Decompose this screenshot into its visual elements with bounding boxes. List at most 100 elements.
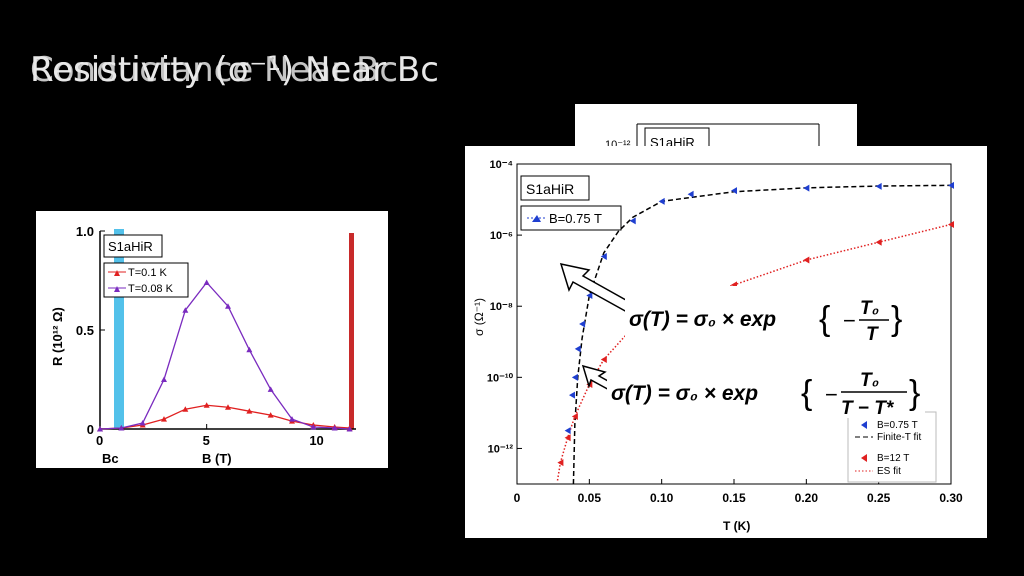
right-point-1 xyxy=(571,412,578,420)
right-point-0 xyxy=(564,427,571,435)
left-point-1 xyxy=(225,303,231,309)
formula1-minus: − xyxy=(843,308,856,333)
legend-label-es: ES fit xyxy=(877,466,901,477)
right-x-tick-label: 0.20 xyxy=(795,491,819,505)
back-chart-panel: S1aHiR 10⁻¹² xyxy=(575,104,857,154)
right-point-1 xyxy=(875,238,882,246)
left-ylabel: R (10¹² Ω) xyxy=(50,307,65,366)
left-point-0 xyxy=(225,404,231,410)
right-y-tick-label: 10⁻⁸ xyxy=(490,301,513,313)
right-y-tick-label: 10⁻¹⁰ xyxy=(487,372,514,384)
left-x-tick-label: 10 xyxy=(309,433,323,448)
left-y-tick-label: 0 xyxy=(87,422,94,437)
right-point-0 xyxy=(803,184,810,192)
left-title-box xyxy=(103,234,163,258)
right-ylabel: σ (Ω⁻¹) xyxy=(472,298,486,336)
right-y-tick-label: 10⁻⁴ xyxy=(490,159,513,171)
slide-title-resistivity: Resistivity (σ⁻¹) Near Bc xyxy=(30,50,439,90)
right-point-0 xyxy=(629,217,636,225)
formula1-brace-right: } xyxy=(891,300,902,338)
left-point-1 xyxy=(310,424,317,430)
left-point-1 xyxy=(331,425,338,431)
left-point-1 xyxy=(118,425,125,431)
formula2-num: T₀ xyxy=(860,370,879,391)
slide-title-conductance: Conductance Near Bc xyxy=(30,50,399,90)
arrow-finite-fit-icon xyxy=(559,262,635,313)
left-point-1 xyxy=(182,307,189,313)
right-legend-box xyxy=(847,411,937,483)
right-point-1 xyxy=(557,459,564,467)
right-point-0 xyxy=(574,345,581,353)
right-point-0 xyxy=(568,391,575,399)
right-x-tick-label: 0.10 xyxy=(650,491,674,505)
right-y-tick-label: 10⁻⁶ xyxy=(490,230,513,242)
right-x-tick-label: 0.15 xyxy=(722,491,746,505)
formula1-lhs: σ(T) = σ₀ × exp xyxy=(629,308,776,331)
right-point-0 xyxy=(579,320,586,328)
formula1-den: T xyxy=(866,324,879,345)
left-point-0 xyxy=(161,416,167,422)
formula2-brace-left: { xyxy=(801,374,812,412)
left-point-1 xyxy=(203,279,210,285)
left-point-1 xyxy=(97,426,103,432)
left-y-tick-label: 0.5 xyxy=(76,323,94,338)
legend-marker-red xyxy=(114,270,120,276)
right-point-1 xyxy=(564,434,571,442)
right-point-0 xyxy=(571,373,578,381)
left-point-1 xyxy=(289,416,295,422)
left-point-1 xyxy=(139,420,146,426)
right-x-tick-label: 0.30 xyxy=(939,491,963,505)
legend-label-finite: Finite-T fit xyxy=(877,432,921,443)
left-chart-title: S1aHiR xyxy=(108,239,153,254)
conductance-vs-temperature-chart: 0 0.05 0.10 0.15 0.20 0.25 0.30 10⁻⁴ 10⁻⁶ 10⁻⁸ 10⁻… xyxy=(472,159,963,533)
left-point-1 xyxy=(346,426,353,432)
right-point-0 xyxy=(658,197,665,205)
bc-band xyxy=(114,229,124,429)
right-point-1 xyxy=(803,256,810,264)
left-point-1 xyxy=(267,386,274,392)
left-point-0 xyxy=(182,406,189,412)
right-x-tick-label: 0.05 xyxy=(578,491,602,505)
legend-label-b12: B=12 T xyxy=(877,453,909,464)
slide-title: Resistivity (σ⁻¹) Near Bc Conductance Ne… xyxy=(30,50,630,102)
left-point-0 xyxy=(203,402,210,408)
legend-label-blue: B=0.75 T xyxy=(877,420,918,431)
resistance-vs-field-chart: 0 5 10 0 0.5 1.0 S1aHiR T=0.1 K T=0.08 K R (1… xyxy=(50,224,356,466)
legend-marker-purple xyxy=(114,286,120,292)
formula2-den: T − T* xyxy=(841,398,895,419)
left-x-tick-label: 5 xyxy=(203,433,210,448)
left-x-tick-label: 0 xyxy=(96,433,103,448)
right-xlabel: T (K) xyxy=(723,519,750,533)
bc-label: Bc xyxy=(102,451,119,466)
right-chart-panel: 0 0.05 0.10 0.15 0.20 0.25 0.30 10⁻⁴ 10⁻⁶ 10⁻⁸ 10⁻… xyxy=(465,146,987,538)
right-point-0 xyxy=(731,187,737,195)
right-point-0 xyxy=(586,292,593,300)
top-legend-label: B=0.75 T xyxy=(549,211,602,226)
right-x-tick-label: 0.25 xyxy=(867,491,891,505)
right-point-0 xyxy=(600,252,607,260)
legend-marker-blue xyxy=(861,421,867,429)
formula1-brace-left: { xyxy=(819,300,830,338)
right-point-0 xyxy=(687,190,694,198)
right-chart-title: S1aHiR xyxy=(526,181,574,197)
left-xlabel: B (T) xyxy=(202,451,232,466)
right-y-tick-label: 10⁻¹² xyxy=(488,443,514,455)
formula2-minus: − xyxy=(825,382,838,407)
left-y-tick-label: 1.0 xyxy=(76,224,94,239)
left-point-0 xyxy=(267,412,274,418)
left-point-0 xyxy=(246,408,253,414)
right-point-1 xyxy=(948,220,954,228)
left-point-1 xyxy=(246,346,253,353)
right-point-0 xyxy=(875,182,882,190)
formula-es: σ(T) = σ₀ × exp { − T₀ T − T* } xyxy=(607,360,925,419)
right-point-1 xyxy=(600,356,607,364)
legend-label-red: T=0.1 K xyxy=(128,267,167,279)
right-title-box xyxy=(520,175,590,201)
formula2-brace-right: } xyxy=(909,374,920,412)
top-legend-marker xyxy=(532,215,541,222)
high-field-bar xyxy=(349,233,354,429)
left-point-1 xyxy=(161,376,167,382)
right-x-tick-label: 0 xyxy=(514,491,521,505)
legend-marker-redT xyxy=(861,454,867,462)
right-point-0 xyxy=(948,181,954,189)
